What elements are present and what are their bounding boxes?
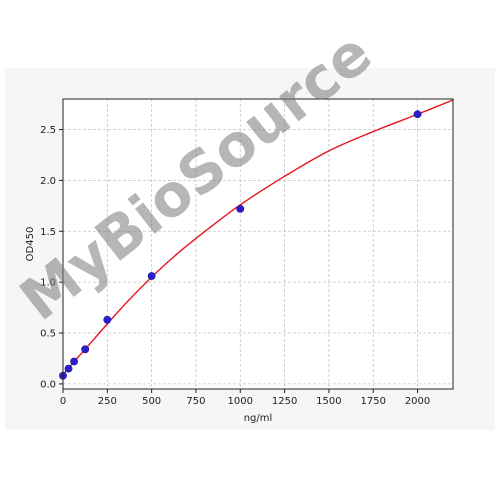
plot-area bbox=[63, 99, 453, 389]
data-point bbox=[64, 364, 73, 373]
y-tick-label: 1.0 bbox=[40, 278, 56, 289]
y-tick-label: 2.5 bbox=[40, 125, 56, 136]
plot-frame bbox=[62, 98, 454, 390]
x-tick-label: 1250 bbox=[272, 396, 297, 407]
y-tick-label: 0.5 bbox=[40, 329, 56, 340]
x-tick-label: 1000 bbox=[228, 396, 253, 407]
x-tick-label: 250 bbox=[98, 396, 117, 407]
x-axis-ticks: 0 250 500 750 1000 1250 1500 1750 2000 bbox=[60, 389, 430, 407]
data-point bbox=[147, 272, 156, 280]
x-tick-label: 2000 bbox=[405, 396, 430, 407]
data-point bbox=[81, 345, 90, 354]
y-axis-ticks: 0.0 0.5 1.0 1.5 2.0 2.5 bbox=[40, 125, 63, 390]
y-tick-label: 2.0 bbox=[40, 176, 56, 187]
x-tick-label: 1500 bbox=[316, 396, 341, 407]
x-tick-label: 1750 bbox=[361, 396, 386, 407]
x-tick-label: 500 bbox=[142, 396, 161, 407]
data-point bbox=[70, 357, 78, 366]
y-tick-label: 1.5 bbox=[40, 227, 56, 238]
y-tick-label: 0.0 bbox=[40, 379, 56, 390]
data-point bbox=[413, 110, 422, 119]
data-point bbox=[103, 315, 112, 324]
data-point bbox=[236, 204, 245, 213]
x-tick-label: 0 bbox=[60, 396, 66, 407]
x-axis-label: ng/ml bbox=[244, 413, 273, 424]
y-axis-label: OD450 bbox=[25, 227, 36, 262]
x-tick-label: 750 bbox=[186, 396, 205, 407]
grid bbox=[62, 99, 453, 389]
